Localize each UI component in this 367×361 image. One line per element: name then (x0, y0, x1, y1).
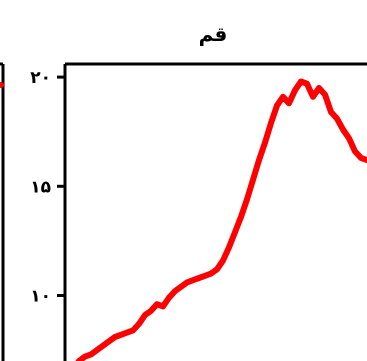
y-tick-label: ۱۰ (30, 286, 51, 306)
y-tick-label: ۱۵ (30, 177, 51, 197)
adjacent-panel-edge (0, 62, 5, 361)
series-line (75, 78, 367, 361)
y-tick-label: ۲۰ (30, 68, 51, 88)
plot-frame (63, 62, 367, 361)
chart-title: قم (199, 22, 228, 46)
adjacent-panel-line-end (0, 82, 4, 88)
y-axis-ticks: ۲۰ ۱۵ ۱۰ (30, 68, 65, 306)
